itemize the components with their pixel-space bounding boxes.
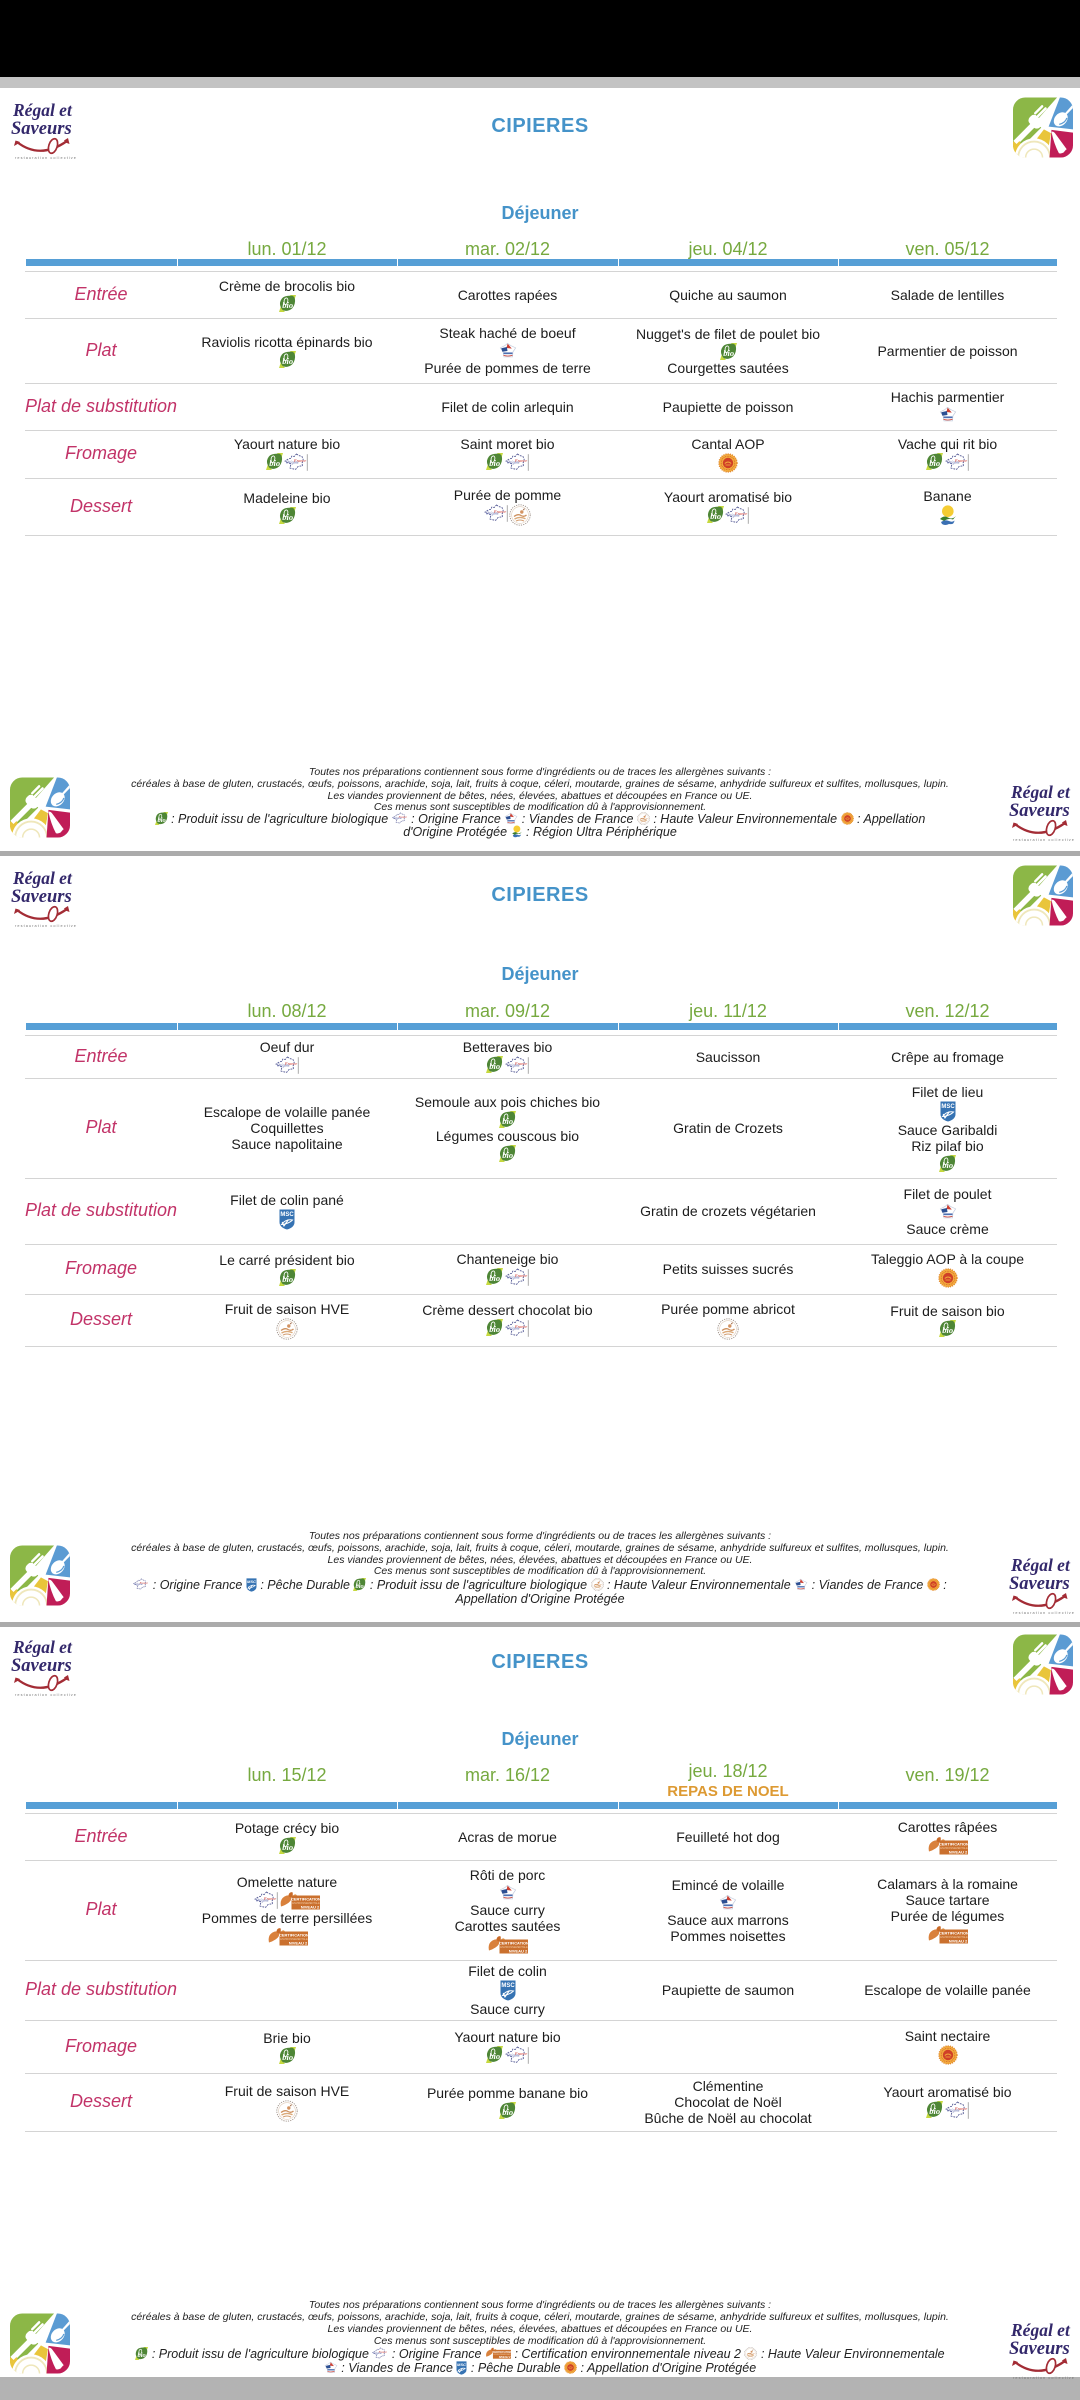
- svg-text:bio: bio: [723, 348, 734, 358]
- svg-text:bio: bio: [502, 1150, 513, 1160]
- svg-text:bio: bio: [930, 2106, 941, 2116]
- svg-text:Origine: Origine: [374, 2351, 384, 2355]
- svg-text:bio: bio: [490, 2051, 501, 2061]
- svg-text:MSC: MSC: [247, 1579, 256, 1584]
- svg-text:Origine: Origine: [506, 1274, 519, 1279]
- svg-text:Origine: Origine: [506, 1062, 519, 1067]
- svg-text:bio: bio: [930, 458, 941, 468]
- svg-text:NIVEAU 2: NIVEAU 2: [499, 2356, 511, 2359]
- svg-text:Origine: Origine: [286, 459, 299, 464]
- svg-text:ENVIRONNEMENTALE: ENVIRONNEMENTALE: [500, 1945, 528, 1949]
- svg-text:Origine: Origine: [946, 2107, 959, 2112]
- svg-text:bio: bio: [282, 300, 293, 310]
- svg-text:Origine: Origine: [486, 510, 499, 515]
- svg-text:Régal et: Régal et: [1010, 1555, 1071, 1575]
- svg-text:bio: bio: [282, 1842, 293, 1852]
- svg-text:France: France: [514, 458, 527, 463]
- svg-text:ENVIRONNEMENTALE: ENVIRONNEMENTALE: [493, 2353, 511, 2356]
- svg-text:bio: bio: [710, 511, 721, 521]
- svg-text:restauration collective: restauration collective: [15, 156, 77, 160]
- svg-text:restauration collective: restauration collective: [15, 1693, 77, 1697]
- svg-text:bio: bio: [942, 1160, 953, 1170]
- svg-text:bio: bio: [490, 458, 501, 468]
- svg-text:Origine: Origine: [506, 1325, 519, 1330]
- svg-text:NIVEAU 2: NIVEAU 2: [301, 1905, 320, 1910]
- svg-text:France: France: [514, 1061, 527, 1066]
- svg-text:bio: bio: [942, 1325, 953, 1335]
- svg-text:bio: bio: [490, 1273, 501, 1283]
- svg-text:France: France: [734, 511, 747, 516]
- svg-text:Régal et: Régal et: [1010, 2320, 1071, 2340]
- svg-text:France: France: [514, 2051, 527, 2056]
- svg-text:Régal et: Régal et: [12, 100, 73, 120]
- svg-text:Régal et: Régal et: [12, 1637, 73, 1657]
- svg-text:Origine: Origine: [277, 1062, 290, 1067]
- svg-text:Saveurs: Saveurs: [1009, 1574, 1070, 1594]
- svg-text:CERTIFICATION: CERTIFICATION: [279, 1932, 308, 1937]
- svg-text:bio: bio: [282, 1274, 293, 1284]
- svg-text:MSC: MSC: [457, 2362, 466, 2367]
- svg-text:NIVEAU 2: NIVEAU 2: [288, 1941, 307, 1946]
- svg-text:bio: bio: [502, 1116, 513, 1126]
- svg-text:ENVIRONNEMENTALE: ENVIRONNEMENTALE: [940, 1846, 968, 1850]
- svg-text:CERTIFICATION: CERTIFICATION: [291, 1896, 320, 1901]
- svg-text:bio: bio: [490, 1061, 501, 1071]
- svg-text:Régal et: Régal et: [12, 868, 73, 888]
- svg-text:France: France: [139, 1581, 149, 1585]
- svg-text:Saveurs: Saveurs: [11, 119, 72, 139]
- svg-text:NIVEAU 2: NIVEAU 2: [509, 1948, 528, 1953]
- svg-text:Saveurs: Saveurs: [1009, 2339, 1070, 2359]
- svg-text:MSC: MSC: [280, 1212, 294, 1218]
- svg-text:ENVIRONNEMENTALE: ENVIRONNEMENTALE: [292, 1901, 320, 1905]
- svg-text:Régal et: Régal et: [1010, 782, 1071, 802]
- svg-text:bio: bio: [138, 2352, 147, 2359]
- svg-text:MSC: MSC: [941, 1104, 955, 1110]
- svg-text:Saveurs: Saveurs: [11, 1656, 72, 1676]
- svg-text:CERTIFICATION: CERTIFICATION: [499, 1940, 528, 1945]
- svg-text:France: France: [514, 1324, 527, 1329]
- svg-text:Origine: Origine: [134, 1582, 144, 1586]
- svg-text:Origine: Origine: [506, 2052, 519, 2057]
- svg-text:MSC: MSC: [501, 1983, 515, 1989]
- svg-text:restauration collective: restauration collective: [1013, 1611, 1075, 1615]
- svg-text:bio: bio: [490, 1324, 501, 1334]
- svg-text:France: France: [397, 815, 407, 819]
- svg-text:bio: bio: [282, 2052, 293, 2062]
- svg-text:bio: bio: [157, 817, 166, 824]
- svg-text:bio: bio: [356, 1583, 365, 1590]
- svg-text:France: France: [514, 1273, 527, 1278]
- svg-text:bio: bio: [269, 458, 280, 468]
- svg-text:Origine: Origine: [393, 816, 403, 820]
- svg-text:ENVIRONNEMENTALE: ENVIRONNEMENTALE: [940, 1935, 968, 1939]
- svg-text:France: France: [493, 509, 506, 514]
- svg-text:France: France: [263, 1896, 276, 1901]
- svg-text:NIVEAU 2: NIVEAU 2: [949, 1939, 968, 1944]
- svg-text:Origine: Origine: [727, 512, 740, 517]
- svg-text:CERTIFICATION: CERTIFICATION: [493, 2351, 511, 2354]
- svg-text:France: France: [378, 2350, 388, 2354]
- svg-text:ENVIRONNEMENTALE: ENVIRONNEMENTALE: [280, 1937, 308, 1941]
- svg-text:France: France: [954, 2106, 967, 2111]
- svg-text:restauration collective: restauration collective: [15, 924, 77, 928]
- svg-text:CERTIFICATION: CERTIFICATION: [939, 1930, 968, 1935]
- svg-text:Origine: Origine: [946, 459, 959, 464]
- svg-text:France: France: [284, 1061, 297, 1066]
- svg-text:bio: bio: [282, 512, 293, 522]
- svg-text:CERTIFICATION: CERTIFICATION: [939, 1841, 968, 1846]
- svg-text:restauration collective: restauration collective: [1013, 2376, 1075, 2380]
- svg-text:France: France: [954, 458, 967, 463]
- svg-text:Origine: Origine: [256, 1897, 269, 1902]
- svg-text:bio: bio: [282, 356, 293, 366]
- svg-text:France: France: [293, 458, 306, 463]
- svg-text:Saveurs: Saveurs: [1009, 801, 1070, 821]
- svg-text:NIVEAU 2: NIVEAU 2: [949, 1849, 968, 1854]
- svg-text:Origine: Origine: [506, 459, 519, 464]
- svg-text:Saveurs: Saveurs: [11, 887, 72, 907]
- svg-text:bio: bio: [502, 2107, 513, 2117]
- svg-text:restauration collective: restauration collective: [1013, 838, 1075, 842]
